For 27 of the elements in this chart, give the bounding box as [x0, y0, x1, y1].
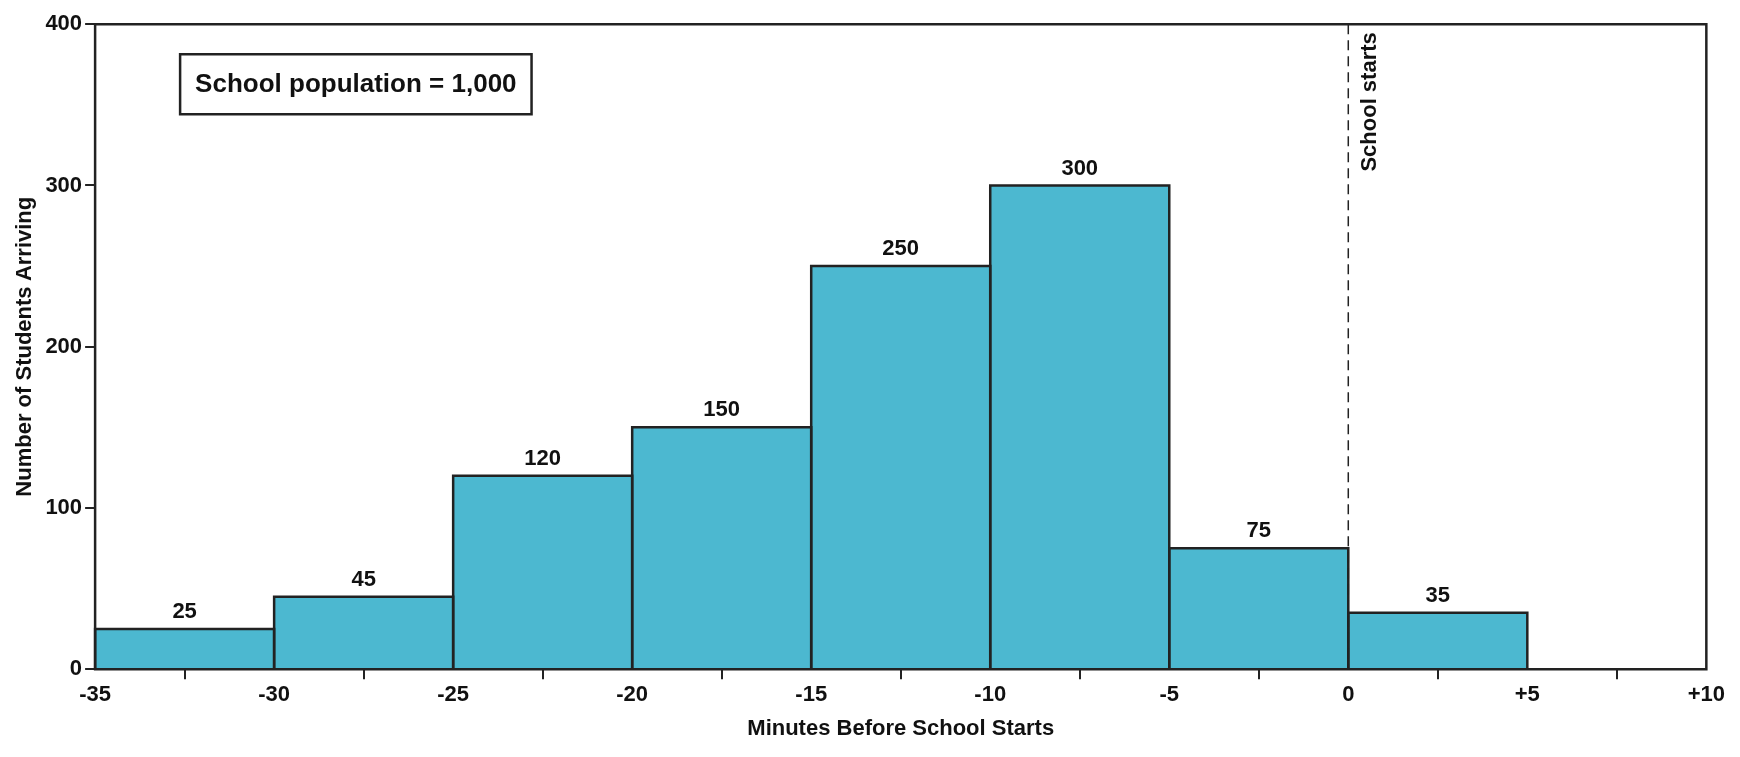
y-tick-label: 300 — [45, 171, 83, 197]
x-tick-label: 0 — [1342, 681, 1355, 707]
data-label: 300 — [1061, 154, 1099, 180]
data-label: 150 — [703, 396, 741, 422]
data-label: 45 — [351, 565, 376, 591]
y-tick-label: 0 — [69, 655, 83, 681]
data-label: 25 — [172, 597, 197, 623]
y-tick-label: 400 — [45, 10, 83, 36]
annotation: School population = 1,000 — [195, 68, 517, 99]
ref-line-label: School starts — [1356, 32, 1382, 172]
x-tick-label: +5 — [1514, 681, 1540, 707]
x-tick-label: -25 — [437, 681, 470, 707]
x-tick-label: -15 — [795, 681, 828, 707]
x-tick-label: -5 — [1159, 681, 1180, 707]
data-label: 35 — [1425, 581, 1451, 607]
x-axis-title: Minutes Before School Starts — [747, 714, 1055, 740]
data-label: 75 — [1246, 517, 1272, 543]
y-axis-title: Number of Students Arriving — [11, 196, 37, 497]
x-tick-label: +10 — [1687, 681, 1725, 707]
y-tick-label: 100 — [45, 494, 83, 520]
x-tick-label: -30 — [258, 681, 291, 707]
x-tick-label: -35 — [79, 681, 111, 707]
x-tick-label: -20 — [616, 681, 649, 707]
y-tick-label: 200 — [45, 332, 83, 358]
data-label: 120 — [524, 444, 562, 470]
data-label: 250 — [882, 235, 920, 261]
x-tick-label: -10 — [974, 681, 1007, 707]
